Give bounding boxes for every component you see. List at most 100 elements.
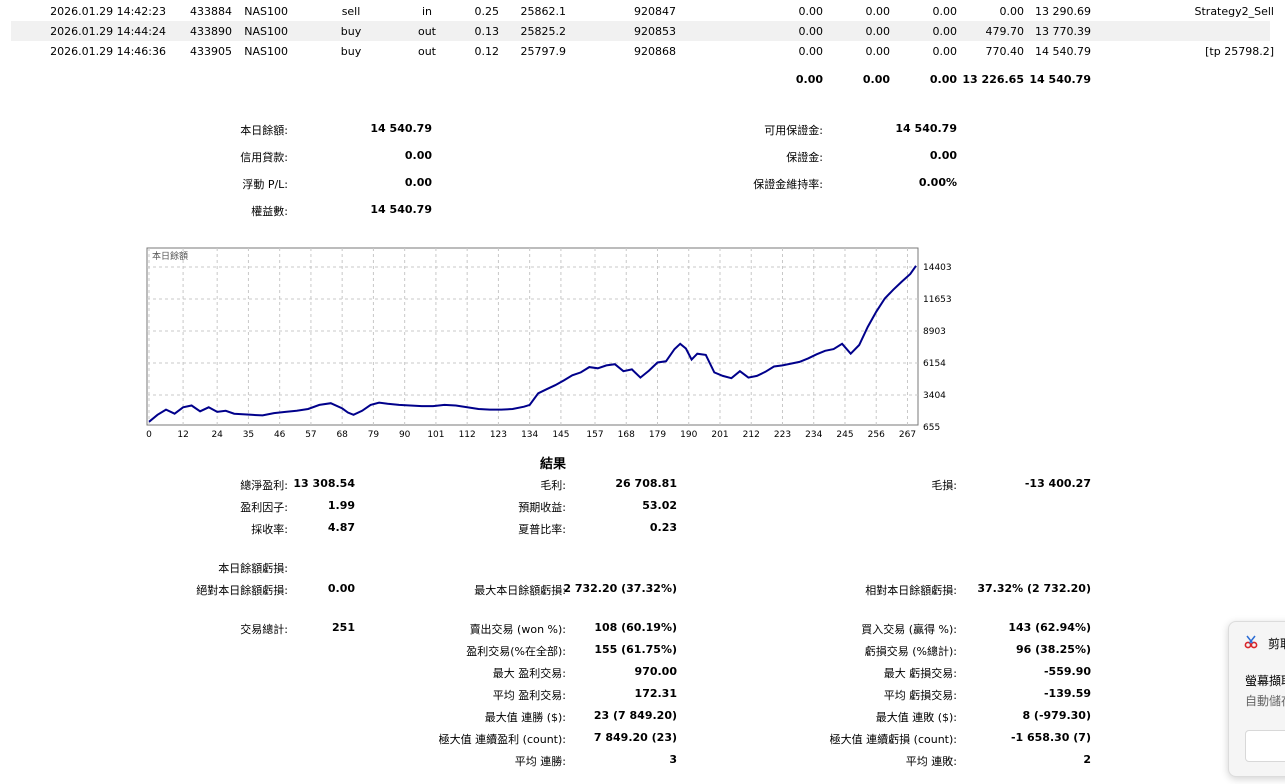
y-axis: 14403 11653 8903 6154 3404 655: [923, 263, 952, 433]
max-consec-profit-label: 極大值 連續盈利 (count):: [438, 733, 566, 746]
equity-value: 14 540.79: [370, 203, 432, 216]
deal-volume: 0.13: [474, 25, 500, 38]
max-consec-loss-value: -1 658.30 (7): [1010, 731, 1091, 744]
deal-swap: 0.00: [932, 45, 958, 58]
recovery-factor-value: 4.87: [327, 521, 355, 534]
x-tick-label: 245: [836, 430, 853, 440]
deal-commission: 0.00: [798, 25, 824, 38]
max-drawdown-value: 2 732.20 (37.32%): [563, 582, 677, 595]
free-margin-value: 14 540.79: [895, 122, 957, 135]
x-tick-label: 157: [586, 430, 603, 440]
deal-symbol: NAS100: [244, 25, 288, 38]
long-trades-label: 買入交易 (贏得 %):: [861, 623, 957, 636]
table-row[interactable]: 2026.01.29 14:44:24 433890 NAS100 buy ou…: [11, 21, 1270, 41]
total-trades-value: 251: [332, 621, 355, 634]
deal-direction: out: [417, 25, 436, 38]
avg-consec-losses-label: 平均 連敗:: [905, 755, 957, 768]
table-row[interactable]: 2026.01.29 14:42:23 433884 NAS100 sell i…: [11, 1, 1274, 21]
margin-level-value: 0.00%: [918, 176, 957, 189]
deal-fee: 0.00: [865, 5, 891, 18]
avg-profit-label: 平均 盈利交易:: [492, 689, 566, 702]
floating-pl-value: 0.00: [404, 176, 432, 189]
deal-direction: out: [417, 45, 436, 58]
x-tick-label: 190: [680, 430, 697, 440]
avg-loss-label: 平均 虧損交易:: [883, 689, 957, 702]
max-consec-wins-value: 23 (7 849.20): [593, 709, 677, 722]
deal-symbol: NAS100: [244, 5, 288, 18]
deal-volume: 0.12: [474, 45, 500, 58]
deal-ticket: 433890: [190, 25, 232, 38]
x-axis: 0 12 24 35 46 57 68 79 90 101 112 123 134 145 157 168 17…: [146, 430, 916, 440]
deal-type: buy: [340, 25, 362, 38]
max-consec-loss-label: 極大值 連續虧損 (count):: [829, 733, 957, 746]
deal-ticket: 433884: [190, 5, 232, 18]
rel-drawdown-label: 相對本日餘額虧損:: [865, 584, 957, 597]
sharpe-ratio-value: 0.23: [649, 521, 677, 534]
x-tick-label: 256: [868, 430, 885, 440]
total-balance: 14 540.79: [1029, 73, 1091, 86]
deal-direction: in: [421, 5, 433, 18]
notification-action-button[interactable]: [1245, 730, 1285, 762]
notification-title: 螢幕擷取: [1245, 674, 1285, 688]
total-swap: 0.00: [929, 73, 957, 86]
x-tick-label: 68: [336, 430, 348, 440]
margin-level-label: 保證金維持率:: [753, 178, 823, 191]
deal-balance: 14 540.79: [1035, 45, 1091, 58]
loss-trades-label: 虧損交易 (%總計):: [864, 645, 957, 658]
x-tick-label: 90: [399, 430, 411, 440]
x-tick-label: 201: [711, 430, 728, 440]
sharpe-ratio-label: 夏普比率:: [518, 523, 566, 536]
max-drawdown-label: 最大本日餘額虧損:: [474, 584, 566, 597]
deal-symbol: NAS100: [244, 45, 288, 58]
expected-payoff-label: 預期收益:: [518, 501, 566, 514]
deal-profit: 770.40: [985, 45, 1025, 58]
profit-factor-value: 1.99: [327, 499, 355, 512]
x-tick-label: 168: [618, 430, 635, 440]
deal-price: 25797.9: [520, 45, 567, 58]
x-tick-label: 134: [521, 430, 538, 440]
max-consec-profit-value: 7 849.20 (23): [593, 731, 677, 744]
plot-area: [146, 247, 919, 426]
credit-label: 信用貸款:: [240, 151, 288, 164]
x-tick-label: 234: [805, 430, 822, 440]
deal-order: 920868: [634, 45, 676, 58]
x-tick-label: 145: [552, 430, 569, 440]
abs-drawdown-label: 絕對本日餘額虧損:: [196, 584, 288, 597]
total-profit: 13 226.65: [962, 73, 1024, 86]
y-tick-label: 6154: [923, 359, 946, 369]
largest-profit-value: 970.00: [634, 665, 677, 678]
deal-balance: 13 770.39: [1035, 25, 1091, 38]
snipping-tool-icon: [1244, 635, 1258, 649]
deal-fee: 0.00: [865, 45, 891, 58]
y-tick-label: 655: [923, 423, 940, 433]
deal-commission: 0.00: [798, 45, 824, 58]
deal-swap: 0.00: [932, 25, 958, 38]
notification-toast[interactable]: 剪取 螢幕擷取 自動儲存: [1228, 621, 1285, 777]
gross-loss-label: 毛損:: [931, 479, 957, 492]
deal-balance: 13 290.69: [1035, 5, 1091, 18]
balance-value: 14 540.79: [370, 122, 432, 135]
table-row[interactable]: 2026.01.29 14:46:36 433905 NAS100 buy ou…: [11, 41, 1274, 61]
equity-label: 權益數:: [251, 205, 288, 218]
largest-loss-label: 最大 虧損交易:: [883, 667, 957, 680]
x-tick-label: 24: [211, 430, 223, 440]
max-consec-losses-label: 最大值 連敗 ($):: [875, 711, 957, 724]
y-tick-label: 8903: [923, 327, 946, 337]
notification-subtitle: 自動儲存: [1245, 694, 1285, 708]
deal-type: sell: [341, 5, 361, 18]
rel-drawdown-value: 37.32% (2 732.20): [977, 582, 1091, 595]
deal-order: 920853: [634, 25, 676, 38]
largest-loss-value: -559.90: [1043, 665, 1091, 678]
deal-volume: 0.25: [474, 5, 500, 18]
avg-consec-wins-label: 平均 連勝:: [514, 755, 566, 768]
deal-comment: Strategy2_Sell: [1194, 5, 1275, 18]
deal-price: 25862.1: [520, 5, 567, 18]
x-tick-label: 223: [774, 430, 791, 440]
deal-swap: 0.00: [932, 5, 958, 18]
profit-factor-label: 盈利因子:: [240, 501, 288, 514]
net-profit-label: 總淨盈利:: [240, 479, 288, 492]
gross-profit-label: 毛利:: [540, 479, 566, 492]
balance-chart: 本日餘額 14403 11653 8903 6154 3404 655 0 12 24 35 46…: [146, 247, 952, 440]
y-tick-label: 3404: [923, 391, 946, 401]
credit-value: 0.00: [404, 149, 432, 162]
